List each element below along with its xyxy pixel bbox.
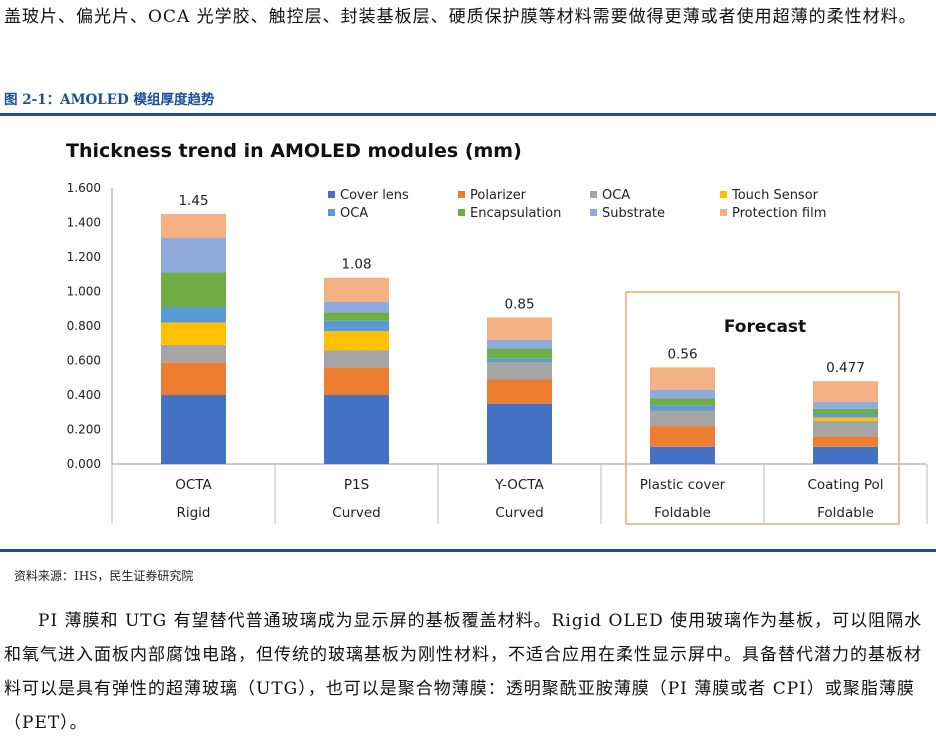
y-tick-label: 0.800 <box>67 319 101 333</box>
chart-axes: 0.000 0.200 0.400 0.600 0.800 1.000 1.200 1.400… <box>67 181 928 524</box>
source-note: 资料来源：IHS，民生证券研究院 <box>14 569 194 583</box>
forecast-box <box>625 291 900 525</box>
bar-segment <box>813 417 878 421</box>
bar-segment <box>650 446 715 464</box>
bar-segment <box>324 350 389 368</box>
bottom-divider <box>0 549 936 552</box>
bar-segment <box>650 389 715 399</box>
legend-swatch <box>590 191 597 198</box>
bar-segment <box>813 408 878 414</box>
bar-segment <box>161 344 226 363</box>
legend-label: Encapsulation <box>470 206 561 221</box>
bar-segment <box>813 401 878 409</box>
legend-swatch <box>590 209 597 216</box>
bar-segment <box>650 405 715 411</box>
bar-segment <box>813 413 878 418</box>
total-data-label: 1.08 <box>341 257 371 273</box>
bar-segment <box>487 403 552 464</box>
bar-segment <box>324 331 389 351</box>
bar-segment <box>161 272 226 308</box>
chart-bars: 1.45 1.08 0.85 0.56 0.477 <box>161 193 878 464</box>
x-group-label: Curved <box>495 505 543 521</box>
legend-swatch <box>720 191 727 198</box>
chart-title: Thickness trend in AMOLED modules (mm) <box>66 140 522 162</box>
bar-segment <box>161 362 226 395</box>
body-paragraph: PI 薄膜和 UTG 有望替代普通玻璃成为显示屏的基板覆盖材料。Rigid OL… <box>4 611 923 733</box>
bar-segment <box>324 367 389 395</box>
legend-label: Protection film <box>732 206 826 221</box>
bar-segment <box>813 420 878 437</box>
intro-paragraph: 盖玻片、偏光片、OCA 光学胶、触控层、封装基板层、硬质保护膜等材料需要做得更薄… <box>4 7 917 27</box>
x-group-label: Foldable <box>817 505 874 521</box>
x-group-label: Rigid <box>176 505 210 521</box>
bar-segment <box>324 277 389 302</box>
y-tick-label: 1.400 <box>67 216 101 230</box>
legend-label: Cover lens <box>340 188 409 203</box>
total-data-label: 1.45 <box>178 193 208 209</box>
bar-segment <box>487 358 552 363</box>
chart-legend: Cover lens Polarizer OCA Touch Sensor OCA Enc… <box>328 188 826 221</box>
bar-segment <box>161 307 226 323</box>
legend-swatch <box>458 191 465 198</box>
bar-segment <box>161 322 226 345</box>
bar-segment <box>161 395 226 464</box>
legend-label: Touch Sensor <box>731 188 819 203</box>
legend-label: Substrate <box>602 206 665 221</box>
bar-segment <box>161 238 226 273</box>
total-data-label: 0.85 <box>504 296 534 312</box>
x-tick-label: P1S <box>344 477 369 493</box>
legend-swatch <box>328 191 335 198</box>
legend-swatch <box>720 209 727 216</box>
figure-caption: 图 2-1：AMOLED 模组厚度趋势 <box>4 92 215 108</box>
bar-segment <box>487 379 552 404</box>
top-divider <box>0 113 936 116</box>
x-tick-label: OCTA <box>175 477 212 493</box>
y-tick-label: 1.600 <box>67 181 101 195</box>
legend-swatch <box>458 209 465 216</box>
bar-segment <box>650 398 715 406</box>
x-group-label: Foldable <box>654 505 711 521</box>
total-data-label: 0.477 <box>826 360 865 376</box>
bar-segment <box>813 446 878 464</box>
x-tick-label: Plastic cover <box>640 477 726 493</box>
y-tick-label: 1.000 <box>67 285 101 299</box>
x-group-label: Curved <box>332 505 380 521</box>
legend-label: OCA <box>340 206 368 221</box>
bar-segment <box>324 301 389 313</box>
bar-segment <box>324 312 389 321</box>
bar-segment <box>813 436 878 447</box>
y-tick-label: 0.200 <box>67 423 101 437</box>
forecast-label: Forecast <box>724 317 806 337</box>
x-tick-label: Coating Pol <box>807 477 883 493</box>
bar-segment <box>650 426 715 447</box>
bar-segment <box>161 213 226 239</box>
bar-segment <box>487 348 552 359</box>
bar-segment <box>650 410 715 427</box>
y-tick-label: 0.400 <box>67 388 101 402</box>
legend-swatch <box>328 209 335 216</box>
bar-segment <box>813 381 878 402</box>
y-tick-label: 0.600 <box>67 354 101 368</box>
bar-segment <box>487 362 552 380</box>
legend-label: Polarizer <box>470 188 527 203</box>
bar-segment <box>324 320 389 332</box>
bar-segment <box>324 395 389 464</box>
legend-label: OCA <box>602 188 630 203</box>
y-tick-label: 1.200 <box>67 250 101 264</box>
total-data-label: 0.56 <box>667 346 697 362</box>
bar-segment <box>487 317 552 340</box>
y-tick-label: 0.000 <box>67 457 101 471</box>
x-tick-label: Y-OCTA <box>494 477 544 493</box>
bar-segment <box>650 367 715 390</box>
thickness-chart: Thickness trend in AMOLED modules (mm) 0… <box>66 140 928 525</box>
bar-segment <box>487 339 552 349</box>
